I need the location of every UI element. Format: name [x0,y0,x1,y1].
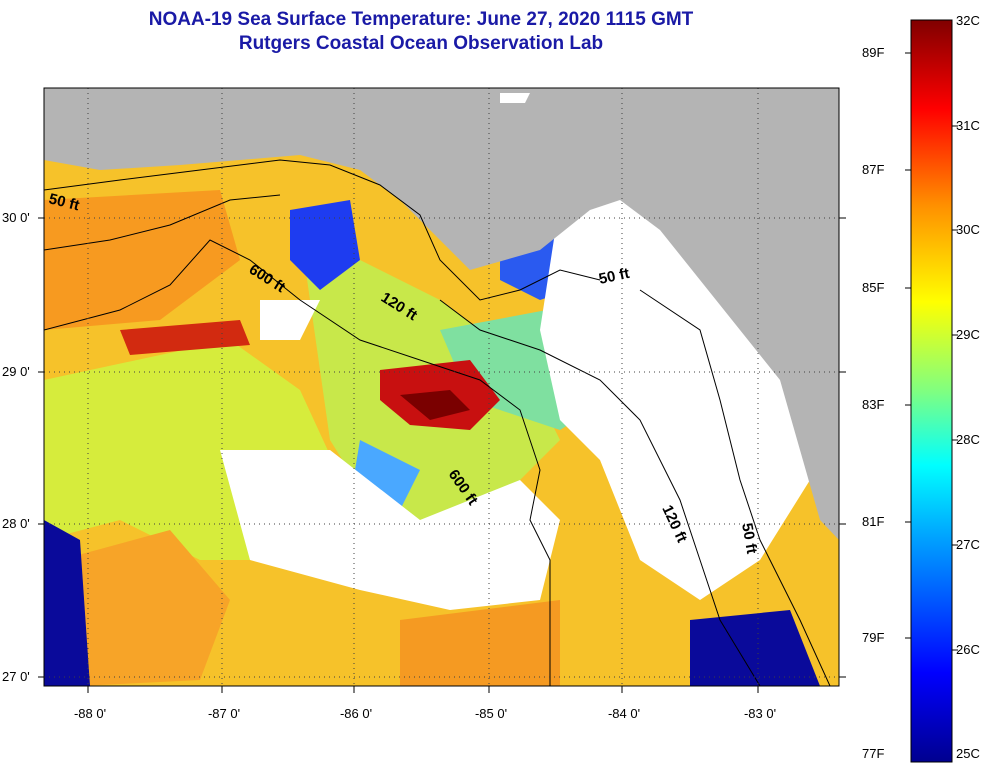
lon-label: -83 0' [743,706,777,721]
colorbar-f-label: 83F [862,397,885,412]
sst-band-red [120,320,250,355]
lon-label: -88 0' [73,706,107,721]
lat-label: 30 0' [2,210,30,225]
sst-hotspot-darkred [400,390,470,420]
isobath-50ft-north [44,159,601,301]
colorbar-f-label: 81F [862,514,885,529]
sst-cool-patch-1 [290,200,360,290]
lat-label: 27 0' [2,669,30,684]
cloud-mask-small [260,300,320,340]
lon-label: -84 0' [607,706,641,721]
colorbar-c-label: 25C [956,746,980,761]
cloud-mask-south [220,450,560,610]
isobath-50ft-east [639,289,831,686]
colorbar-c-label: 28C [956,432,980,447]
sst-zone-orange-sw [60,530,230,686]
inland-cloud [500,93,530,103]
sst-cool-patch-se [690,610,820,686]
map-title: NOAA-19 Sea Surface Temperature: June 27… [148,9,694,30]
colorbar-c-label: 32C [956,13,980,28]
lon-label: -85 0' [474,706,508,721]
colorbar-f-label: 77F [862,746,885,761]
lat-label: 29 0' [2,364,30,379]
lon-label: -87 0' [207,706,241,721]
land-mass [44,88,839,540]
colorbar-c-label: 31C [956,118,980,133]
colorbar-f-label: 79F [862,630,885,645]
colorbar-c-label: 29C [956,327,980,342]
colorbar-ticks [905,52,958,651]
isobath-label-1: 50 ft [47,190,81,214]
colorbar-c-label: 30C [956,222,980,237]
colorbar-gradient [910,19,953,763]
lat-label: 28 0' [2,516,30,531]
colorbar-c-label: 26C [956,642,980,657]
map-frame [43,87,840,687]
map-subtitle: Rutgers Coastal Ocean Observation Lab [238,33,604,54]
colorbar-c-label: 27C [956,537,980,552]
sst-cool-patch-sw [44,520,90,686]
sst-zone-orange-nw [44,190,240,330]
isobath-120ft-east [439,299,761,686]
colorbar-f-label: 89F [862,45,885,60]
axis-ticks [38,217,846,693]
lon-label: -86 0' [339,706,373,721]
isobath-label-7: 50 ft [738,522,760,555]
isobath-label-5: 50 ft [597,265,631,288]
isobath-600ft [44,239,551,686]
colorbar-f-label: 87F [862,162,885,177]
sst-zone-orange-s [400,600,560,686]
colorbar-f-label: 85F [862,280,885,295]
